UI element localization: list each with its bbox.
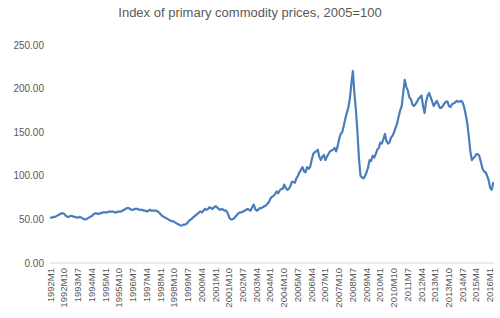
x-tick-label: 2004M10 (278, 268, 289, 308)
x-tick-label: 1999M7 (182, 268, 193, 302)
x-tick-label: 1992M10 (58, 268, 69, 308)
x-tick-label: 1994M4 (86, 268, 97, 302)
x-tick-label: 2006M4 (306, 268, 317, 302)
x-tick-label: 2002M7 (237, 268, 248, 302)
x-tick-label: 2001M1 (210, 268, 221, 302)
x-tick-label: 2014M7 (457, 268, 468, 302)
x-tick-label: 1996M7 (127, 268, 138, 302)
x-tick-label: 2013M1 (429, 268, 440, 302)
plot-area (51, 71, 493, 225)
x-axis-line (50, 263, 494, 264)
x-tick-label: 2012M4 (416, 268, 427, 302)
x-tick-label: 2005M7 (292, 268, 303, 302)
x-tick-label: 2007M1 (319, 268, 330, 302)
x-tick-label: 2013M10 (443, 268, 454, 308)
x-tick-label: 2010M10 (388, 268, 399, 308)
x-tick-label: 1993M7 (72, 268, 83, 302)
x-tick-label: 2010M1 (374, 268, 385, 302)
x-tick-label: 1998M1 (155, 268, 166, 302)
x-tick-label: 2003M4 (251, 268, 262, 302)
y-tick-label: 50.00 (19, 214, 44, 225)
y-tick-label: 250.00 (13, 40, 44, 51)
x-tick-label: 2000M4 (196, 268, 207, 302)
x-tick-label: 2007M10 (333, 268, 344, 308)
x-tick-label: 2016M1 (484, 268, 495, 302)
x-tick-label: 2009M4 (361, 268, 372, 302)
x-tick-label: 1992M1 (45, 268, 56, 302)
data-line (51, 71, 493, 225)
y-tick-label: 0.00 (25, 258, 45, 269)
y-tick-label: 200.00 (13, 83, 44, 94)
y-tick-label: 100.00 (13, 170, 44, 181)
x-tick-label: 1995M1 (100, 268, 111, 302)
x-tick-label: 1997M4 (141, 268, 152, 302)
x-tick-label: 2011M7 (402, 268, 413, 302)
x-tick-label: 1998M10 (168, 268, 179, 308)
y-tick-label: 150.00 (13, 127, 44, 138)
x-tick-label: 2008M7 (347, 268, 358, 302)
x-tick-label: 2015M4 (470, 268, 481, 302)
x-tick-label: 2004M1 (264, 268, 275, 302)
chart-container: Index of primary commodity prices, 2005=… (0, 0, 500, 318)
x-tick-label: 2001M10 (223, 268, 234, 308)
x-tick-label: 1995M10 (113, 268, 124, 308)
chart-svg: Index of primary commodity prices, 2005=… (0, 0, 500, 318)
chart-title: Index of primary commodity prices, 2005=… (118, 5, 381, 20)
